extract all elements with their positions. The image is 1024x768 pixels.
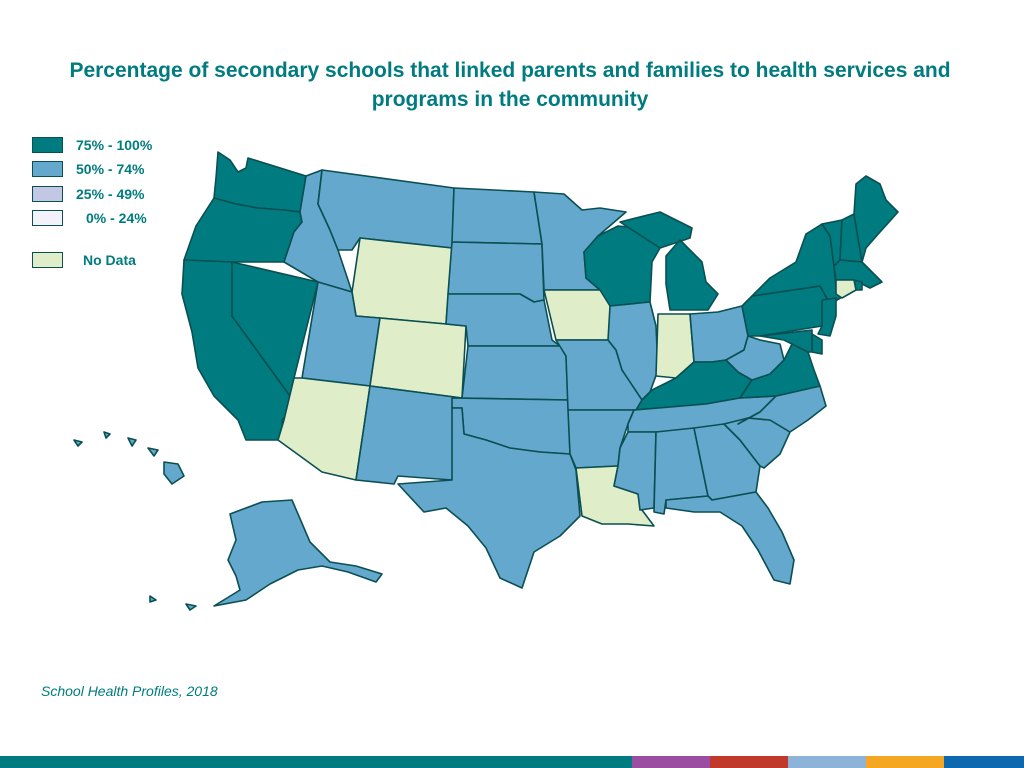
state-NJ xyxy=(817,297,837,337)
footer-segment xyxy=(632,756,710,768)
legend-swatch xyxy=(32,137,63,153)
footer-segment xyxy=(0,756,632,768)
footer-segment xyxy=(944,756,1024,768)
state-MD xyxy=(759,329,813,353)
state-DE xyxy=(811,333,823,355)
state-WY xyxy=(351,237,453,325)
state-FL xyxy=(665,491,795,585)
map-title: Percentage of secondary schools that lin… xyxy=(69,59,951,111)
source-note: School Health Profiles, 2018 xyxy=(41,683,218,699)
legend-swatch xyxy=(32,161,63,177)
state-HI xyxy=(73,431,185,485)
state-ND xyxy=(451,187,543,245)
state-MI xyxy=(619,211,719,311)
footer-color-bar xyxy=(0,756,1024,768)
footer-segment xyxy=(710,756,788,768)
state-AK xyxy=(149,499,383,611)
state-AZ xyxy=(277,377,371,481)
legend-swatch xyxy=(32,252,63,268)
state-NC xyxy=(737,385,827,433)
state-NE xyxy=(445,293,561,347)
state-WV xyxy=(725,335,785,381)
state-CO xyxy=(369,317,467,399)
state-NM xyxy=(355,385,463,485)
state-TX xyxy=(397,407,581,589)
state-SD xyxy=(447,241,545,303)
state-ME xyxy=(853,175,899,263)
legend-swatch xyxy=(32,210,63,226)
state-KS xyxy=(461,345,569,401)
footer-segment xyxy=(866,756,944,768)
state-MT xyxy=(317,169,455,251)
state-WI xyxy=(583,225,661,307)
legend-swatch xyxy=(32,186,63,202)
state-CT xyxy=(835,279,857,299)
footer-segment xyxy=(788,756,866,768)
